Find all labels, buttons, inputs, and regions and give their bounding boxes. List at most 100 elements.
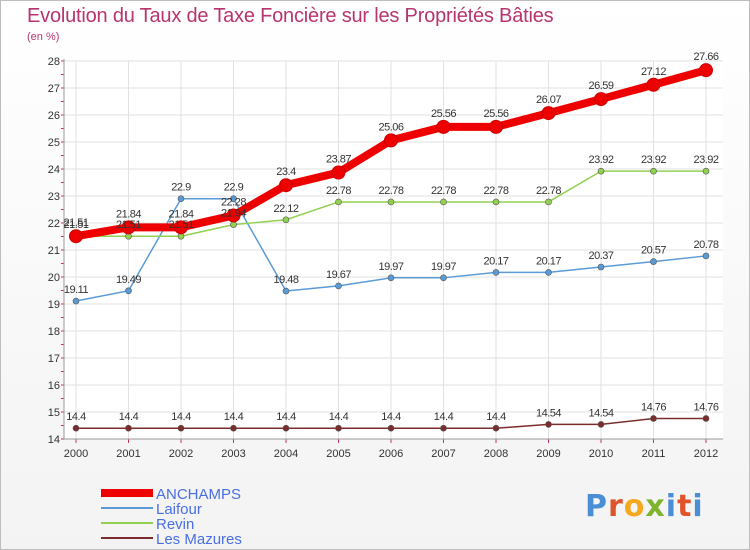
data-point [387,274,395,282]
data-point [702,415,710,422]
data-point [702,252,710,260]
legend-label: ANCHAMPS [156,486,241,503]
data-label: 27.12 [641,66,666,78]
data-label: 20.17 [536,255,561,267]
data-label: 19.11 [64,284,89,296]
data-point [440,198,447,206]
data-point [545,421,552,428]
data-label: 20.17 [483,255,508,267]
data-label: 26.59 [588,80,613,92]
data-point [492,424,500,432]
data-point [177,424,185,432]
data-point [72,424,80,432]
data-point [331,165,346,180]
x-tick-label: 2008 [484,448,508,460]
data-label: 23.4 [276,166,296,178]
data-label: 26.07 [536,94,561,106]
x-tick-label: 2000 [64,448,88,460]
y-tick-label: 27 [48,83,60,95]
data-point [545,269,552,276]
data-label: 22.78 [326,185,351,197]
data-label: 21.51 [116,219,141,231]
y-tick-label: 23 [48,191,60,203]
data-label: 14.54 [588,407,613,419]
data-label: 14.54 [536,407,561,419]
y-tick-label: 14 [48,434,60,446]
data-point [387,198,395,206]
data-point [282,424,290,432]
y-tick-label: 24 [48,164,60,176]
data-label: 22.9 [224,182,244,194]
chart-subtitle: (en %) [27,31,60,43]
data-label: 19.97 [431,261,456,273]
x-tick-label: 2002 [169,448,193,460]
data-label: 14.76 [693,401,718,413]
data-label: 27.66 [693,51,718,63]
data-label: 14.4 [434,411,454,423]
x-tick-label: 2011 [642,448,666,460]
data-label: 25.56 [483,108,508,120]
x-tick-label: 2010 [589,448,613,460]
proxiti-logo: Proxiti [585,489,704,524]
data-label: 23.87 [326,154,351,166]
x-tick-label: 2012 [694,448,718,460]
data-label: 14.4 [171,411,191,423]
data-point [597,263,605,271]
data-label: 21.84 [116,208,141,220]
data-point [440,424,447,432]
data-point [594,92,608,107]
data-label: 23.92 [693,154,718,166]
y-tick-label: 18 [48,326,60,338]
logo-letter: o [623,489,646,524]
data-label: 14.4 [276,411,296,423]
data-point [492,198,500,206]
legend-label: Laifour [156,501,202,518]
data-point [282,216,290,224]
y-tick-label: 15 [48,407,60,419]
y-tick-label: 19 [48,299,60,311]
x-tick-label: 2009 [536,448,560,460]
data-point [121,220,136,235]
data-point [545,198,552,206]
data-label: 22.78 [536,185,561,197]
x-tick-label: 2001 [116,448,140,460]
data-label: 19.48 [273,274,298,286]
data-label: 22.12 [273,203,298,215]
logo-letter: P [585,489,608,524]
data-label: 21.51 [63,217,88,229]
data-label: 22.78 [431,185,456,197]
data-point [650,258,657,265]
data-point [387,424,395,432]
x-tick-label: 2006 [379,448,403,460]
data-point [492,269,500,276]
logo-letter: i [692,489,704,524]
data-point [226,208,241,223]
data-label: 20.37 [588,250,613,262]
legend-label: Revin [156,516,194,533]
data-point [335,198,342,206]
y-tick-label: 21 [48,245,60,257]
data-point [335,282,342,290]
data-point [699,63,713,78]
data-label: 19.49 [116,274,141,286]
data-label: 22.78 [378,185,403,197]
data-label: 25.06 [378,121,403,133]
data-point [541,106,556,121]
chart-title: Evolution du Taux de Taxe Foncière sur l… [27,5,554,27]
data-label: 23.92 [641,154,666,166]
y-tick-label: 26 [48,110,60,122]
data-point [597,167,605,175]
data-label: 20.78 [693,239,718,251]
data-point [69,229,83,244]
y-tick-label: 16 [48,380,60,392]
y-tick-label: 17 [48,353,60,365]
data-label: 14.4 [119,411,139,423]
y-tick-label: 28 [48,56,60,68]
data-point [279,178,293,193]
data-label: 14.4 [329,411,349,423]
data-point [384,133,398,148]
data-point [72,297,80,305]
data-point [125,287,132,295]
data-point [650,167,657,175]
data-label: 14.4 [224,411,244,423]
